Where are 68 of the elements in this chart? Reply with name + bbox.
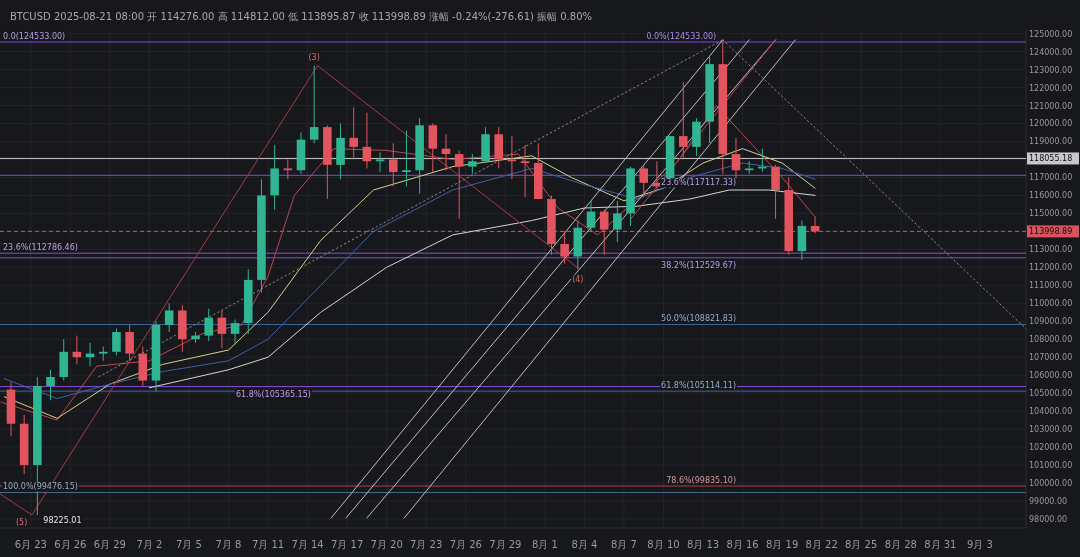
x-tick-label: 8月 25 — [845, 539, 878, 550]
y-tick-label: 113000.00 — [1029, 245, 1073, 255]
annotation: (3) — [308, 52, 320, 62]
ref-line-label: 38.2%(112529.67) — [661, 260, 736, 270]
ref-line-label: 61.8%(105114.11) — [661, 381, 736, 391]
y-tick-label: 107000.00 — [1029, 353, 1073, 363]
x-tick-label: 8月 10 — [647, 539, 680, 550]
y-tick-label: 104000.00 — [1029, 407, 1073, 417]
x-tick-label: 7月 2 — [136, 539, 163, 550]
y-tick-label: 103000.00 — [1029, 425, 1073, 435]
x-tick-label: 8月 31 — [924, 539, 957, 550]
y-tick-label: 123000.00 — [1029, 65, 1073, 75]
x-tick-label: 8月 4 — [571, 539, 598, 550]
x-tick-label: 7月 17 — [330, 539, 364, 550]
y-tick-label: 120000.00 — [1029, 119, 1073, 129]
y-tick-label: 101000.00 — [1029, 461, 1073, 471]
x-tick-label: 7月 14 — [291, 539, 324, 550]
y-tick-label: 111000.00 — [1029, 281, 1073, 291]
y-tick-label: 98000.00 — [1029, 515, 1068, 525]
x-tick-label: 8月 28 — [884, 539, 917, 550]
x-tick-label: 7月 23 — [410, 539, 443, 550]
y-tick-label: 106000.00 — [1029, 371, 1073, 381]
x-tick-label: 8月 22 — [805, 539, 838, 550]
x-tick-label: 6月 26 — [54, 539, 87, 550]
y-tick-label: 112000.00 — [1029, 263, 1073, 273]
annotation: (5) — [16, 517, 28, 527]
ref-line-label: 23.6%(117117.33) — [661, 178, 736, 188]
y-tick-label: 121000.00 — [1029, 101, 1073, 111]
ref-line-label: 78.6%(99835.10) — [666, 476, 736, 486]
y-tick-label: 100000.00 — [1029, 479, 1073, 489]
ref-line-label: 118055.18 — [1029, 154, 1073, 164]
x-tick-label: 7月 20 — [370, 539, 403, 550]
x-tick-label: 8月 13 — [686, 539, 720, 550]
y-tick-label: 117000.00 — [1029, 173, 1073, 183]
annotation: (4) — [572, 274, 584, 284]
annotation: 0.0%(124533.00) — [646, 31, 717, 41]
x-tick-label: 8月 1 — [531, 539, 558, 550]
y-tick-label: 125000.00 — [1029, 29, 1073, 39]
ref-line-label: 100.0%(99476.15) — [3, 482, 78, 492]
y-tick-label: 105000.00 — [1029, 389, 1073, 399]
y-tick-label: 110000.00 — [1029, 299, 1073, 309]
x-tick-label: 7月 26 — [449, 539, 482, 550]
chart-subtitle: BTCUSD 2025-08-21 08:00 开 114276.00 高 114812.00 低 113895.87 收 113998.89 涨幅 -0.24%(-276.61) 振幅 0.80% — [10, 11, 593, 22]
ref-line-label: 0.0(124533.00) — [3, 31, 66, 41]
x-tick-label: 8月 16 — [726, 539, 759, 550]
annotation: 98225.01 — [43, 515, 82, 525]
x-tick-label: 6月 29 — [93, 539, 126, 550]
y-tick-label: 122000.00 — [1029, 83, 1073, 93]
x-tick-label: 7月 11 — [251, 539, 285, 550]
y-tick-label: 108000.00 — [1029, 335, 1073, 345]
x-tick-label: 8月 7 — [611, 539, 637, 550]
y-tick-label: 109000.00 — [1029, 317, 1073, 327]
y-tick-label: 99000.00 — [1029, 497, 1068, 507]
ref-line-label: 113998.89 — [1029, 227, 1073, 237]
y-tick-label: 102000.00 — [1029, 443, 1073, 453]
x-tick-label: 7月 5 — [175, 539, 202, 550]
x-tick-label: 7月 8 — [215, 539, 242, 550]
x-tick-label: 6月 23 — [14, 539, 47, 550]
x-tick-label: 9月 3 — [966, 539, 993, 550]
y-tick-label: 124000.00 — [1029, 47, 1073, 57]
y-tick-label: 115000.00 — [1029, 209, 1073, 219]
ref-line-label: 50.0%(108821.83) — [661, 314, 736, 324]
ref-line-label: 23.6%(112786.46) — [3, 243, 78, 253]
ref-line-label: 61.8%(105365.15) — [236, 389, 311, 399]
x-tick-label: 8月 19 — [766, 539, 799, 550]
y-tick-label: 116000.00 — [1029, 191, 1073, 201]
y-tick-label: 119000.00 — [1029, 137, 1073, 147]
x-tick-label: 7月 29 — [489, 539, 522, 550]
